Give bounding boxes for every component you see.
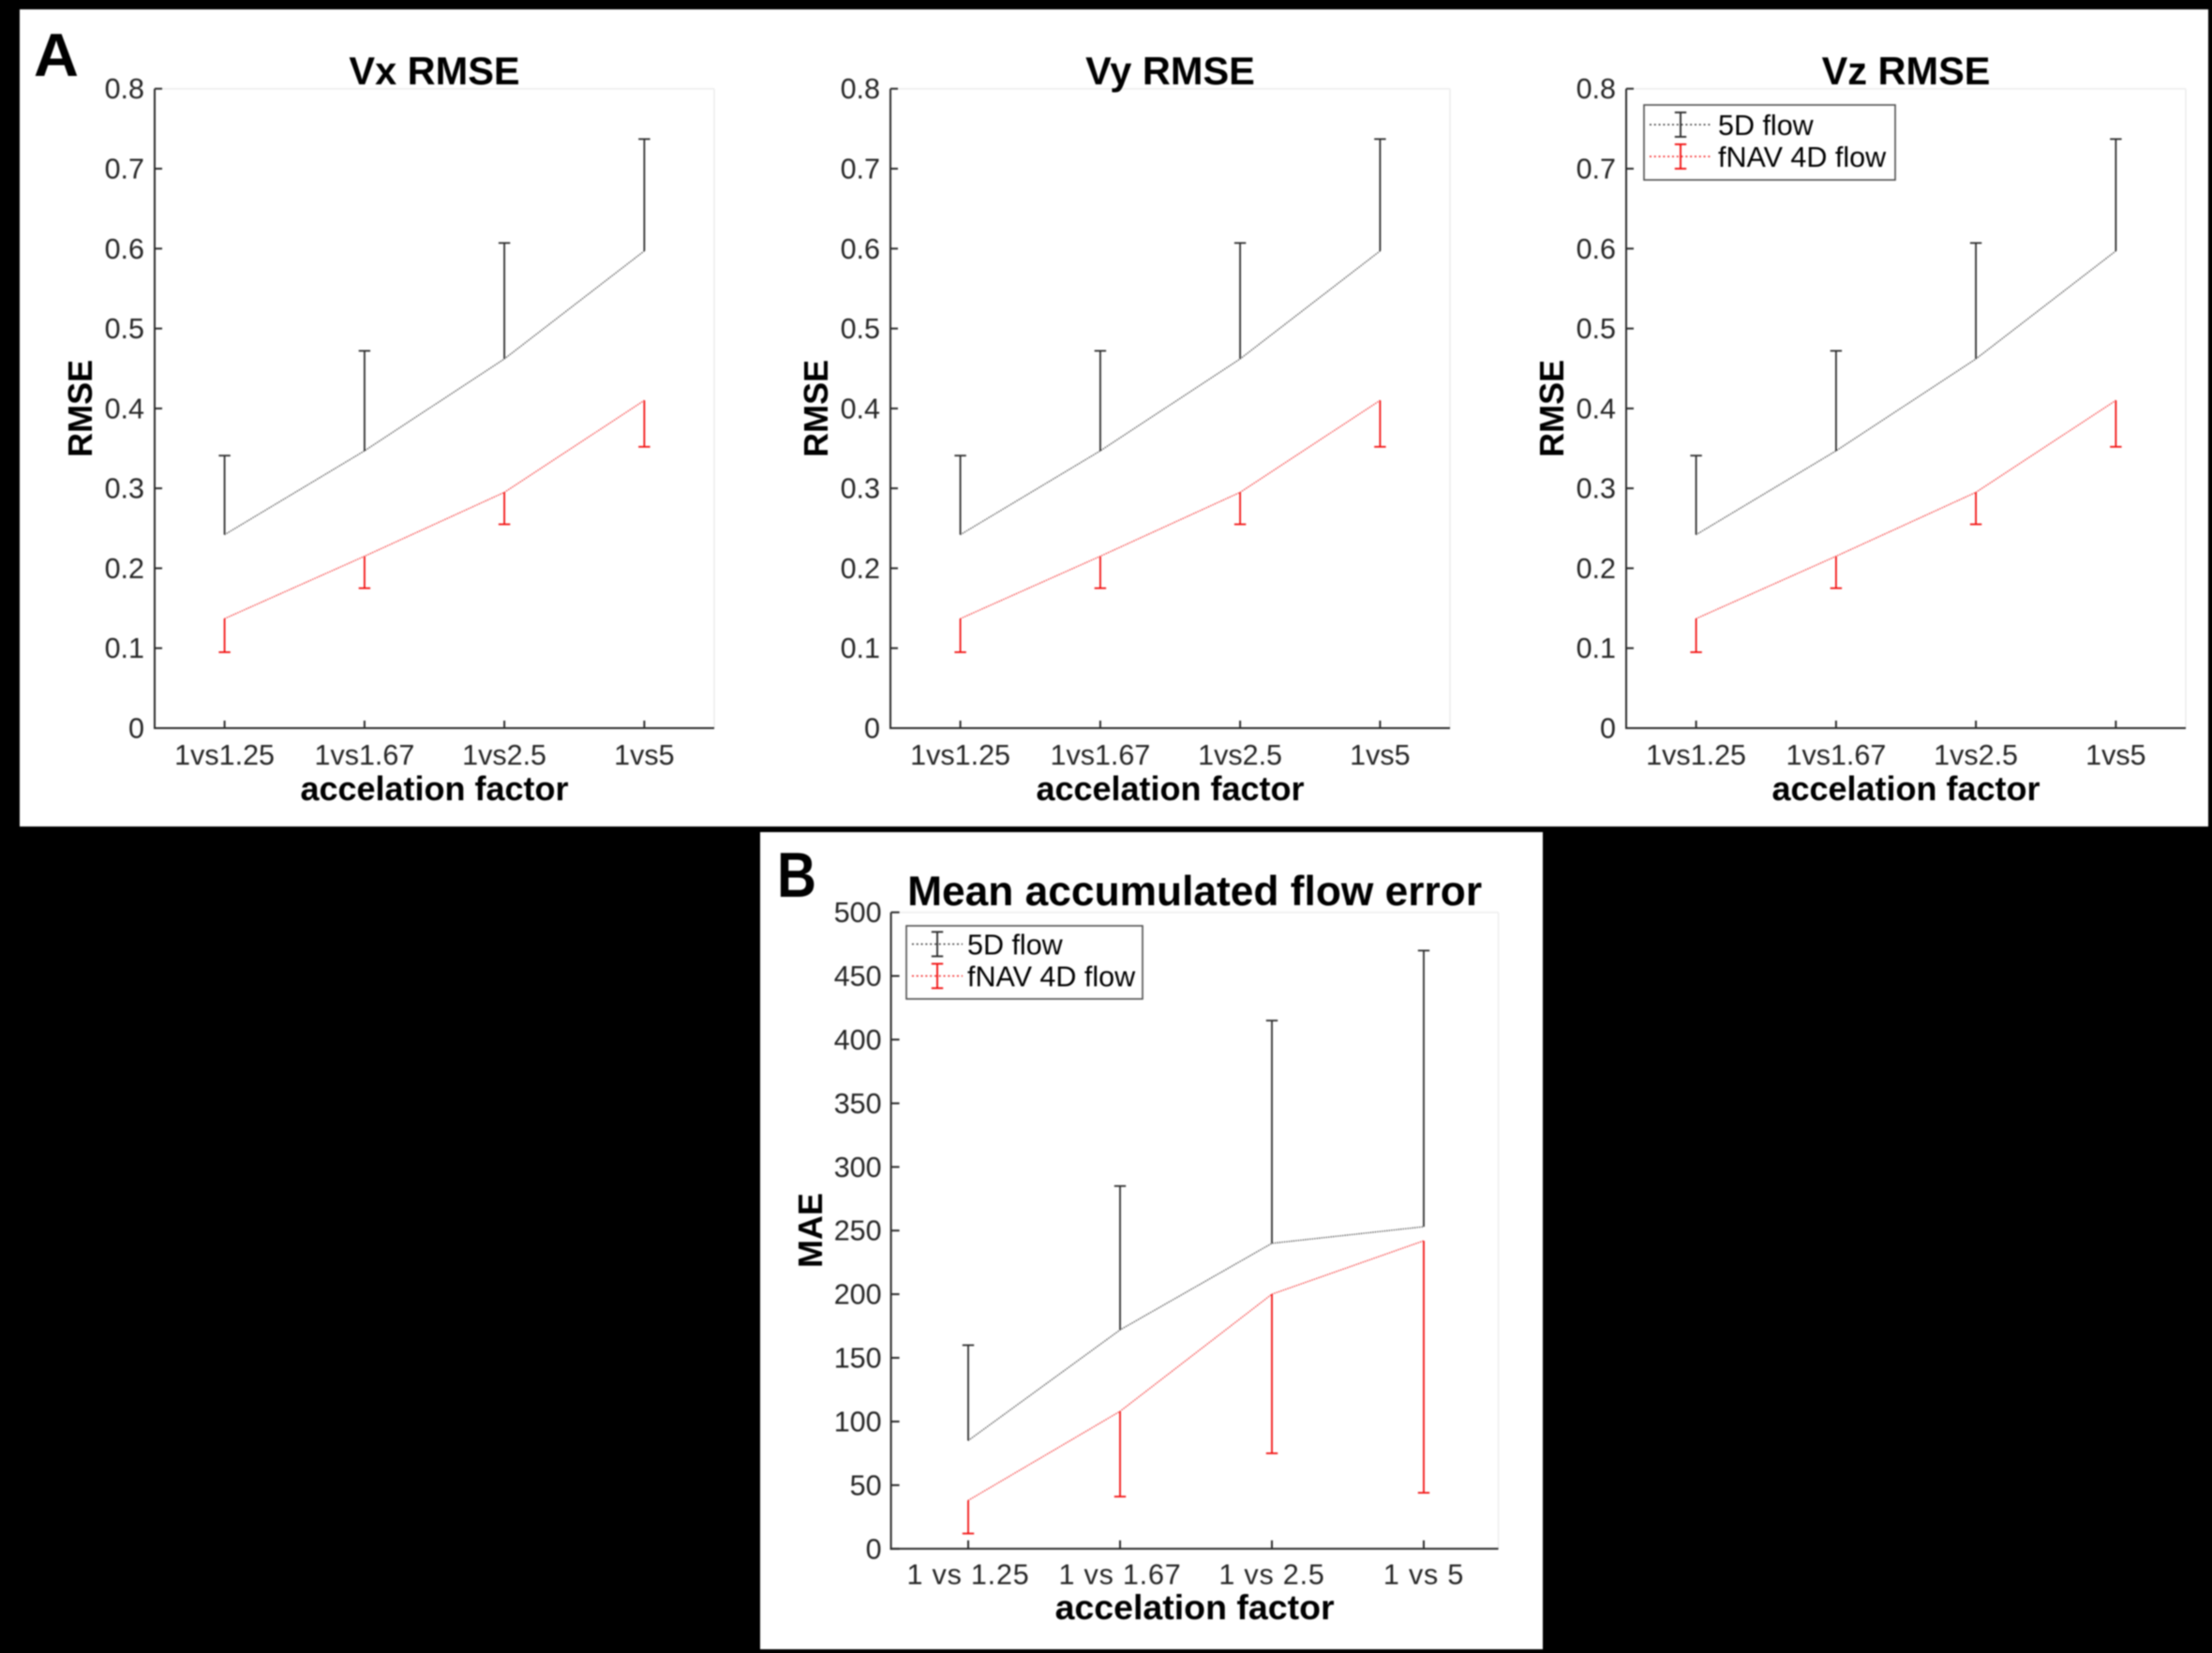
svg-text:150: 150 <box>834 1343 882 1375</box>
svg-text:RMSE: RMSE <box>61 360 99 457</box>
svg-text:100: 100 <box>834 1407 882 1438</box>
svg-text:MAE: MAE <box>791 1193 830 1268</box>
svg-text:accelation factor: accelation factor <box>300 769 568 808</box>
svg-text:5D flow: 5D flow <box>1718 110 1815 141</box>
svg-text:0.1: 0.1 <box>841 633 880 664</box>
svg-text:350: 350 <box>834 1088 882 1120</box>
svg-text:Vz RMSE: Vz RMSE <box>1822 49 1991 93</box>
svg-text:0.6: 0.6 <box>1577 233 1616 265</box>
svg-text:0.8: 0.8 <box>105 73 144 105</box>
svg-text:1vs1.25: 1vs1.25 <box>1646 739 1746 771</box>
svg-text:0.7: 0.7 <box>105 154 144 186</box>
svg-text:0.6: 0.6 <box>105 233 144 265</box>
svg-text:0.2: 0.2 <box>1577 553 1616 585</box>
svg-text:0.6: 0.6 <box>841 233 880 265</box>
svg-text:450: 450 <box>834 961 882 992</box>
svg-text:0.2: 0.2 <box>841 553 880 585</box>
svg-text:0: 0 <box>864 713 880 745</box>
svg-text:0.1: 0.1 <box>1577 633 1616 664</box>
svg-text:1vs1.67: 1vs1.67 <box>1050 739 1150 771</box>
svg-text:1 vs 2.5: 1 vs 2.5 <box>1218 1559 1324 1591</box>
svg-text:0: 0 <box>866 1533 882 1565</box>
svg-text:0.3: 0.3 <box>105 473 144 505</box>
svg-text:1vs5: 1vs5 <box>1350 739 1410 771</box>
svg-text:5D flow: 5D flow <box>967 930 1064 961</box>
svg-text:300: 300 <box>834 1152 882 1184</box>
svg-text:400: 400 <box>834 1024 882 1056</box>
svg-text:0.3: 0.3 <box>841 473 880 505</box>
svg-text:1vs2.5: 1vs2.5 <box>1934 739 2018 771</box>
svg-text:1 vs 5: 1 vs 5 <box>1383 1559 1464 1591</box>
svg-text:1vs5: 1vs5 <box>2085 739 2145 771</box>
svg-text:0.4: 0.4 <box>105 393 144 424</box>
svg-text:50: 50 <box>850 1469 882 1501</box>
svg-text:0.8: 0.8 <box>1577 73 1616 105</box>
svg-text:accelation factor: accelation factor <box>1771 769 2040 808</box>
svg-text:1vs1.67: 1vs1.67 <box>314 739 414 771</box>
svg-text:0.5: 0.5 <box>105 313 144 345</box>
svg-text:0.8: 0.8 <box>841 73 880 105</box>
svg-text:1vs2.5: 1vs2.5 <box>462 739 546 771</box>
svg-text:0.5: 0.5 <box>841 313 880 345</box>
svg-text:RMSE: RMSE <box>797 360 835 457</box>
svg-text:1vs1.67: 1vs1.67 <box>1786 739 1886 771</box>
svg-text:Vx RMSE: Vx RMSE <box>349 49 519 93</box>
svg-text:fNAV 4D flow: fNAV 4D flow <box>967 961 1136 993</box>
svg-text:1vs5: 1vs5 <box>614 739 674 771</box>
svg-text:0.4: 0.4 <box>841 393 880 424</box>
svg-text:250: 250 <box>834 1215 882 1247</box>
svg-text:0: 0 <box>1600 713 1616 745</box>
svg-text:0.3: 0.3 <box>1577 473 1616 505</box>
svg-text:accelation factor: accelation factor <box>1036 769 1304 808</box>
svg-text:0.2: 0.2 <box>105 553 144 585</box>
svg-text:0.4: 0.4 <box>1577 393 1616 424</box>
svg-text:0.7: 0.7 <box>841 154 880 186</box>
svg-text:0: 0 <box>128 713 144 745</box>
svg-text:1 vs 1.25: 1 vs 1.25 <box>907 1559 1030 1591</box>
svg-text:RMSE: RMSE <box>1532 360 1571 457</box>
svg-text:Mean accumulated flow error: Mean accumulated flow error <box>907 869 1482 915</box>
svg-text:1 vs 1.67: 1 vs 1.67 <box>1059 1559 1182 1591</box>
svg-text:B: B <box>777 840 816 911</box>
svg-text:200: 200 <box>834 1279 882 1311</box>
svg-text:1vs1.25: 1vs1.25 <box>174 739 275 771</box>
svg-text:500: 500 <box>834 897 882 929</box>
svg-text:A: A <box>34 21 79 89</box>
svg-text:accelation factor: accelation factor <box>1055 1587 1335 1627</box>
svg-text:0.7: 0.7 <box>1577 154 1616 186</box>
svg-text:1vs1.25: 1vs1.25 <box>910 739 1010 771</box>
svg-text:0.1: 0.1 <box>105 633 144 664</box>
svg-text:Vy RMSE: Vy RMSE <box>1085 49 1255 93</box>
svg-text:0.5: 0.5 <box>1577 313 1616 345</box>
svg-text:fNAV 4D flow: fNAV 4D flow <box>1718 141 1887 173</box>
svg-text:1vs2.5: 1vs2.5 <box>1198 739 1282 771</box>
